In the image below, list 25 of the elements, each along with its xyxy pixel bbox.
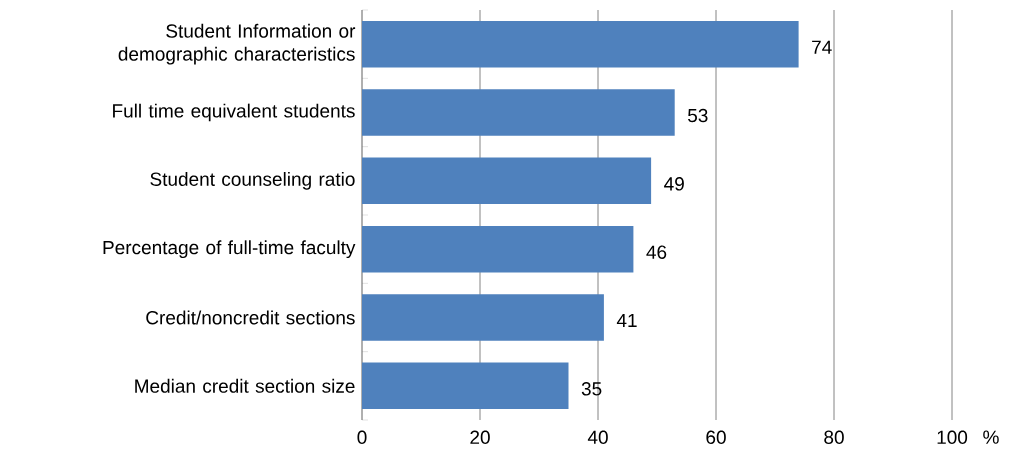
data-label: 35 <box>581 382 602 396</box>
x-tick-label: 20 <box>470 430 490 444</box>
data-label: 74 <box>812 40 832 54</box>
bar <box>362 89 675 136</box>
bar <box>362 20 799 68</box>
x-tick-label: 0 <box>357 430 367 444</box>
x-tick-label: 60 <box>706 430 726 444</box>
data-label: 49 <box>664 177 684 191</box>
y-tick-label: Full time equivalent students <box>113 103 355 122</box>
bar <box>362 294 604 341</box>
y-tick-label: Percentage of full-time faculty <box>103 240 356 259</box>
data-label: 41 <box>616 313 637 328</box>
y-tick-label: Median credit section size <box>135 378 355 393</box>
x-axis-title: % <box>983 430 999 444</box>
y-tick-label: Student counseling ratio <box>150 171 355 190</box>
y-tick-label: Student Information or demographic characteristics <box>118 23 356 65</box>
y-tick-label: Credit/noncredit sections <box>146 310 355 325</box>
x-tick-label: 80 <box>824 430 844 444</box>
bar <box>362 225 634 273</box>
bar <box>362 362 569 410</box>
bar <box>362 157 652 205</box>
x-tick-label: 40 <box>587 430 608 444</box>
data-label: 53 <box>688 108 708 123</box>
data-label: 46 <box>646 245 667 259</box>
x-tick-label: 100 <box>937 430 968 444</box>
